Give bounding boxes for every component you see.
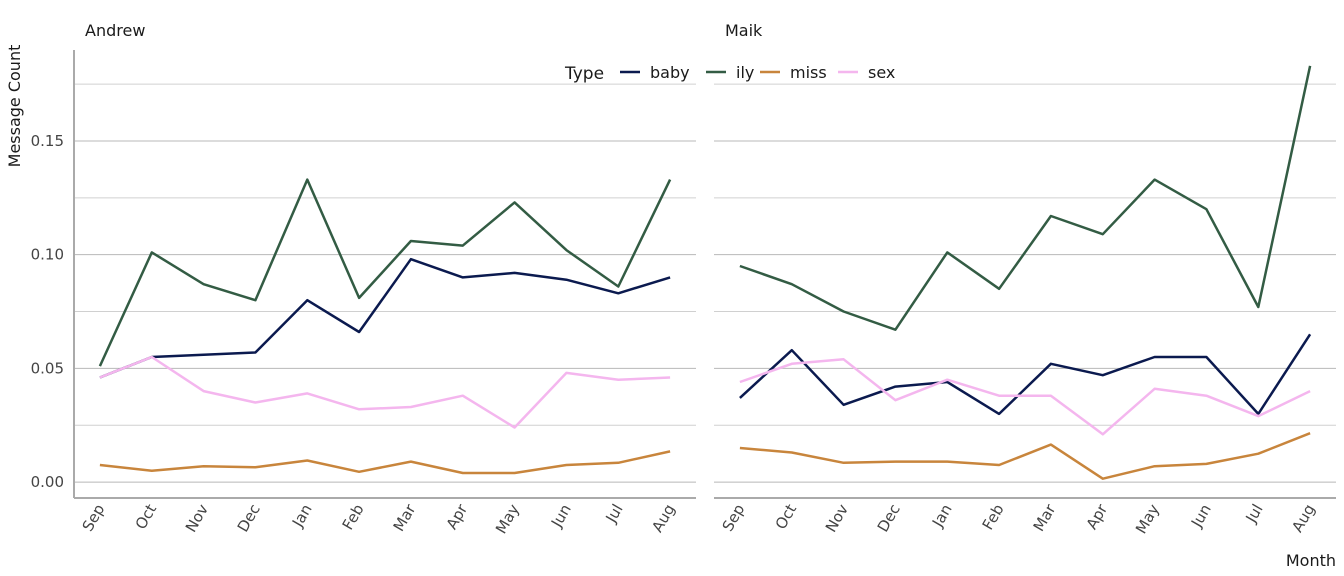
x-tick-label: May [1132,501,1163,537]
series-line-baby [739,333,1312,416]
legend-label: baby [650,63,690,82]
x-tick-label: Apr [1083,500,1112,532]
y-axis-title: Message Count [5,45,24,168]
panel-andrew: Andrew 0.00 0.05 0.10 0.15 Sep Oct Nov Dec Jan Feb… [31,21,696,537]
legend-label: miss [790,63,827,82]
legend-label: ily [736,63,754,82]
x-tick-label: Dec [874,501,904,535]
legend-item-sex: sex [838,63,895,82]
y-tick-label: 0.00 [31,473,64,491]
legend-item-miss: miss [760,63,827,82]
x-tick-label: Oct [132,501,161,533]
x-tick-label: Sep [79,501,109,534]
series-line-baby [99,257,671,379]
x-tick-label: Apr [443,500,472,532]
series-line-miss [99,450,671,475]
x-tick-label: Nov [182,501,212,535]
x-tick-label: Mar [390,500,420,534]
x-tick-label: Oct [772,501,801,533]
legend-item-baby: baby [620,63,690,82]
series-line-miss [739,432,1311,480]
x-tick-label: May [492,501,523,537]
x-tick-label: Mar [1030,500,1060,534]
x-axis-title: Month [1286,551,1336,570]
x-tick-label: Nov [822,501,852,535]
x-tick-label: Feb [339,501,368,533]
x-tick-label: Jun [547,501,575,531]
panel-title: Maik [725,21,763,40]
x-tick-label: Jan [928,501,956,531]
panel-maik: Maik Sep Oct Nov Dec Jan Feb Mar Apr May Jun Jul Aug [714,21,1336,537]
y-tick-label: 0.15 [31,132,64,150]
x-tick-label: Jul [602,501,627,527]
legend-title: Type [564,64,604,84]
x-tick-label: Jul [1242,501,1267,527]
y-tick-label: 0.05 [31,359,64,377]
x-tick-label: Aug [1288,501,1318,535]
x-tick-label: Dec [234,501,264,535]
x-tick-label: Sep [719,501,749,534]
series-line-ily [739,65,1312,331]
x-tick-label: Jan [288,501,316,531]
series-line-ily [98,178,672,367]
series-line-sex [99,355,671,429]
series-line-sex [739,358,1311,436]
x-tick-label: Aug [648,501,678,535]
legend-item-ily: ily [706,63,754,82]
y-tick-label: 0.10 [31,246,64,264]
legend-label: sex [868,63,895,82]
legend: Type baby ily miss sex [564,63,895,84]
panel-title: Andrew [85,21,145,40]
x-tick-label: Feb [979,501,1008,533]
x-tick-label: Jun [1187,501,1215,531]
